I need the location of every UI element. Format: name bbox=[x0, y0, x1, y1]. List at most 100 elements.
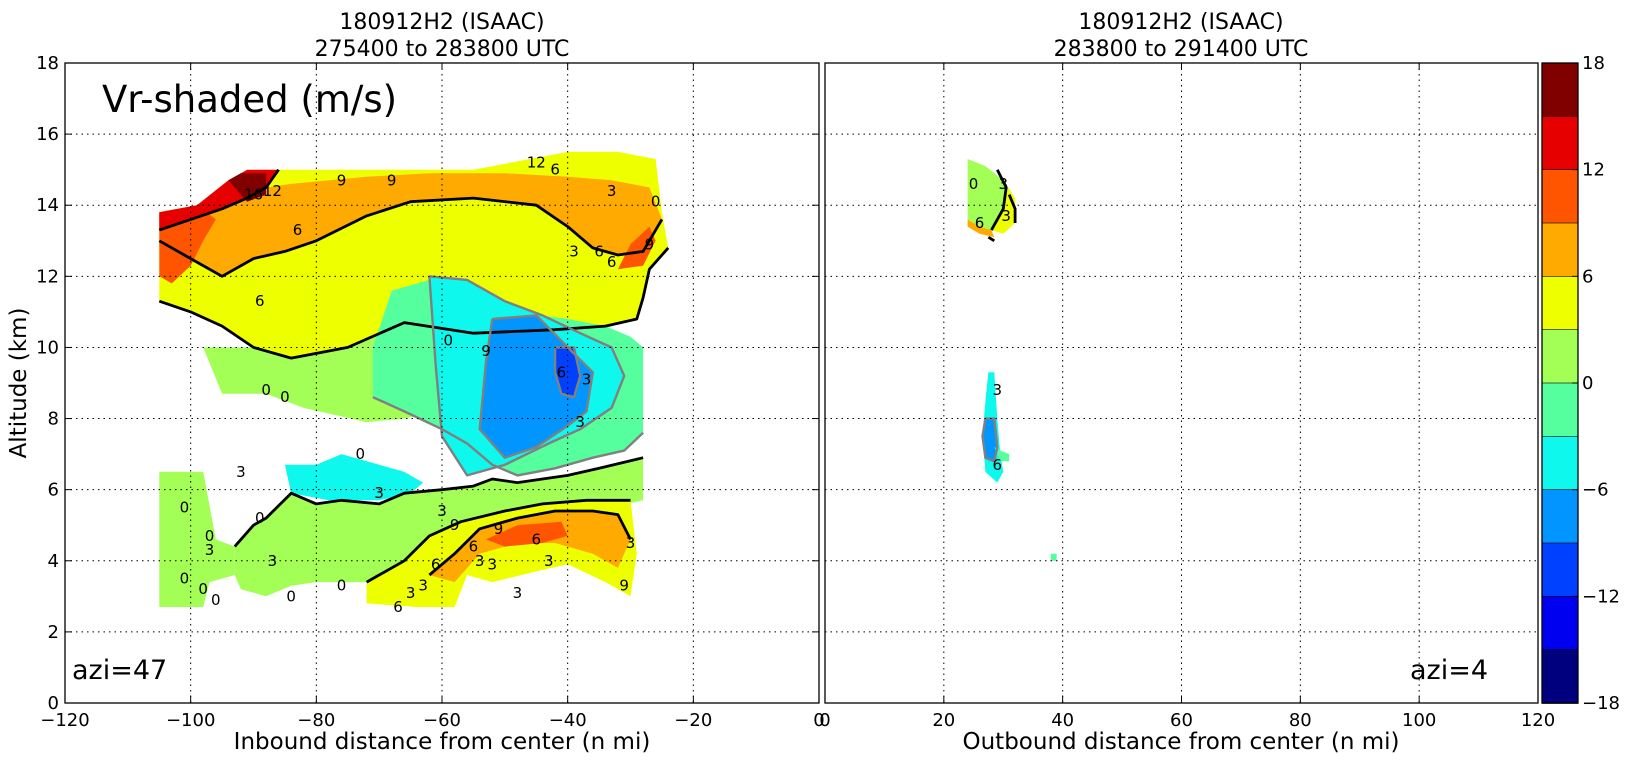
contour-line-2 bbox=[158, 168, 280, 232]
contour-line-7 bbox=[428, 275, 626, 477]
contour-label: 0 bbox=[198, 580, 208, 598]
x-tick-label: 80 bbox=[1289, 710, 1312, 731]
contour-label: 6 bbox=[594, 242, 604, 260]
contour-label: 0 bbox=[255, 509, 265, 527]
x-tick-label: 0 bbox=[819, 710, 830, 731]
x-tick-label: 120 bbox=[1521, 710, 1555, 731]
shaded-region-4 bbox=[982, 418, 998, 462]
left-panel-title: 180912H2 (ISAAC) bbox=[339, 10, 544, 35]
contour-label: 9 bbox=[481, 342, 491, 360]
contour-line-9 bbox=[553, 346, 582, 399]
shaded-region-11 bbox=[228, 173, 267, 202]
contour-label: 0 bbox=[261, 381, 271, 399]
contour-label: 9 bbox=[387, 171, 397, 189]
x-tick-label: 60 bbox=[1170, 710, 1193, 731]
y-tick-label: 4 bbox=[48, 551, 59, 572]
x-tick-label: −100 bbox=[166, 710, 215, 731]
shaded-region-0 bbox=[159, 471, 235, 607]
contour-label: 3 bbox=[575, 413, 585, 431]
contour-label: 0 bbox=[205, 527, 215, 545]
contour-label: 0 bbox=[280, 388, 290, 406]
contour-label: 9 bbox=[645, 235, 655, 253]
colorbar-band bbox=[1541, 489, 1579, 544]
colorbar-band bbox=[1541, 649, 1579, 704]
contour-label: 0 bbox=[286, 587, 296, 605]
contour-label: 3 bbox=[205, 541, 215, 559]
contour-label: 0 bbox=[211, 591, 221, 609]
shaded-region-13 bbox=[234, 457, 644, 597]
contour-label: 0 bbox=[651, 193, 661, 211]
contour-label: 6 bbox=[993, 456, 1003, 474]
colorbar-band bbox=[1541, 222, 1579, 278]
y-tick-label: 8 bbox=[48, 409, 59, 430]
x-tick-label: −80 bbox=[297, 710, 335, 731]
right-panel-title: 180912H2 (ISAAC) bbox=[1078, 10, 1283, 35]
right-azimuth-annotation: azi=4 bbox=[1410, 655, 1488, 686]
y-tick-label: 16 bbox=[36, 124, 59, 145]
shaded-region-12 bbox=[617, 226, 656, 270]
contour-label: 3 bbox=[569, 242, 579, 260]
contour-label: 3 bbox=[607, 182, 617, 200]
colorbar-band bbox=[1541, 329, 1579, 384]
x-tick-label: 100 bbox=[1402, 710, 1436, 731]
x-tick-label: 40 bbox=[1051, 710, 1074, 731]
contour-line-8 bbox=[478, 314, 594, 459]
vr-shaded-annotation: Vr-shaded (m/s) bbox=[102, 78, 397, 121]
colorbar-tick-label: −12 bbox=[1582, 586, 1620, 607]
contour-label: 3 bbox=[406, 584, 416, 602]
left-panel: 180912H2 (ISAAC) 275400 to 283800 UTC 16… bbox=[6, 10, 825, 755]
contour-label: 6 bbox=[293, 221, 303, 239]
contour-line-2 bbox=[987, 236, 996, 242]
x-tick-label: −20 bbox=[674, 710, 712, 731]
right-panel-grid bbox=[825, 63, 1538, 703]
contour-label: 16 bbox=[244, 186, 263, 204]
contour-label: 6 bbox=[431, 555, 441, 573]
contour-label: 12 bbox=[263, 182, 282, 200]
contour-label: 3 bbox=[488, 555, 498, 573]
contour-label: 0 bbox=[180, 498, 190, 516]
contour-label: 3 bbox=[1001, 207, 1011, 225]
shaded-region-6 bbox=[1050, 553, 1057, 561]
contour-label: 6 bbox=[975, 214, 985, 232]
contour-label: 3 bbox=[513, 584, 523, 602]
contour-label: 3 bbox=[544, 552, 554, 570]
colorbar-tick-label: 18 bbox=[1582, 53, 1605, 74]
y-tick-label: 14 bbox=[36, 195, 59, 216]
contour-label: 9 bbox=[450, 516, 460, 534]
contour-line-0 bbox=[158, 196, 664, 278]
shaded-region-2 bbox=[967, 219, 995, 238]
right-panel-shading bbox=[967, 159, 1057, 561]
left-panel-contours bbox=[158, 168, 670, 584]
shaded-region-1 bbox=[991, 169, 1016, 234]
left-azimuth-annotation: azi=47 bbox=[72, 655, 167, 686]
shaded-region-15 bbox=[429, 511, 631, 583]
contour-label: 6 bbox=[557, 363, 567, 381]
shaded-region-16 bbox=[486, 521, 568, 547]
right-panel-contours bbox=[981, 169, 1017, 463]
contour-label: 0 bbox=[337, 577, 347, 595]
left-panel-subtitle: 275400 to 283800 UTC bbox=[315, 37, 570, 62]
x-tick-label: 0 bbox=[813, 710, 824, 731]
colorbar-band bbox=[1541, 276, 1579, 331]
right-panel-subtitle: 283800 to 291400 UTC bbox=[1054, 37, 1309, 62]
shaded-region-7 bbox=[284, 454, 424, 501]
colorbar: 18 12 6 0 −6 −12 −18 bbox=[1541, 53, 1620, 714]
contour-line-4 bbox=[365, 498, 631, 584]
colorbar-tick-label: 0 bbox=[1582, 373, 1593, 394]
contour-line-0 bbox=[990, 169, 1008, 231]
y-tick-label: 12 bbox=[36, 266, 59, 287]
shaded-region-5 bbox=[994, 447, 1010, 462]
colorbar-tick-label: −6 bbox=[1582, 480, 1609, 501]
contour-label: 6 bbox=[550, 161, 560, 179]
right-panel-x-ticks: 0 20 40 60 80 100 120 bbox=[819, 63, 1555, 731]
right-panel-x-label: Outbound distance from center (n mi) bbox=[963, 729, 1400, 755]
x-tick-label: −40 bbox=[549, 710, 587, 731]
left-panel-x-label: Inbound distance from center (n mi) bbox=[234, 729, 651, 755]
contour-label: 3 bbox=[582, 370, 592, 388]
contour-line-1 bbox=[1007, 194, 1017, 223]
contour-label: 3 bbox=[418, 577, 428, 595]
contour-label: 0 bbox=[180, 570, 190, 588]
y-axis-label: Altitude (km) bbox=[6, 308, 32, 459]
colorbar-band bbox=[1541, 542, 1579, 598]
